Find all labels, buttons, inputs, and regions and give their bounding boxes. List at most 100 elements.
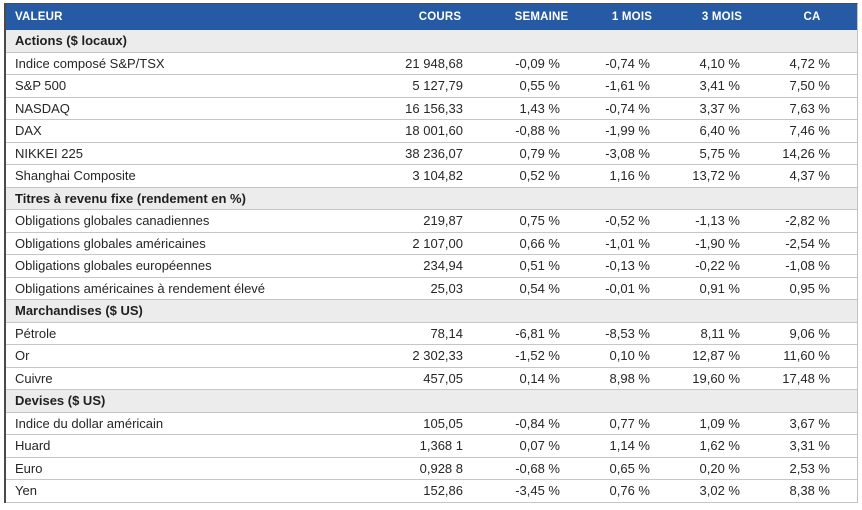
table-row: Or 2 302,33 -1,52 % 0,10 % 12,87 % 11,60 % xyxy=(6,345,857,368)
row-label: Euro xyxy=(15,460,43,476)
pct-1-mois: -0,74 % xyxy=(605,100,650,116)
pct-semaine: 0,66 % xyxy=(519,235,560,251)
pct-3-mois: 1,62 % xyxy=(699,438,740,454)
cours-value: 21 948,68 xyxy=(405,55,463,71)
cours-value: 219,87 xyxy=(423,213,463,229)
pct-1-mois: -0,01 % xyxy=(605,280,650,296)
cours-value: 25,03 xyxy=(430,280,463,296)
section-label: Titres à revenu fixe (rendement en %) xyxy=(15,190,246,206)
pct-3-mois: 3,41 % xyxy=(699,78,740,94)
pct-3-mois: 6,40 % xyxy=(699,123,740,139)
pct-semaine: -0,68 % xyxy=(515,460,560,476)
table-row: Huard 1,368 1 0,07 % 1,14 % 1,62 % 3,31 % xyxy=(6,435,857,458)
pct-3-mois: -0,22 % xyxy=(695,258,740,274)
section-label: Marchandises ($ US) xyxy=(15,303,143,319)
pct-1-mois: -1,61 % xyxy=(605,78,650,94)
section-label: Actions ($ locaux) xyxy=(15,33,127,49)
table-body: Actions ($ locaux) Indice composé S&P/TSX… xyxy=(6,30,857,503)
pct-3-mois: 13,72 % xyxy=(692,168,740,184)
pct-1-mois: -8,53 % xyxy=(605,325,650,341)
pct-1-mois: 8,98 % xyxy=(609,370,650,386)
section-header-row: Actions ($ locaux) xyxy=(6,30,857,53)
column-header-cours: COURS xyxy=(418,10,462,23)
pct-1-mois: -1,99 % xyxy=(605,123,650,139)
column-header-3-mois: 3 MOIS xyxy=(701,10,743,23)
cours-value: 2 107,00 xyxy=(412,235,463,251)
pct-3-mois: 8,11 % xyxy=(700,325,740,341)
pct-1-mois: 1,14 % xyxy=(609,438,650,454)
pct-3-mois: 3,02 % xyxy=(699,483,740,499)
cours-value: 234,94 xyxy=(423,258,463,274)
pct-3-mois: 0,91 % xyxy=(699,280,740,296)
pct-semaine: -1,52 % xyxy=(515,348,560,364)
table-row: Yen 152,86 -3,45 % 0,76 % 3,02 % 8,38 % xyxy=(6,480,857,503)
pct-1-mois: -0,13 % xyxy=(605,258,650,274)
pct-semaine: 0,14 % xyxy=(519,370,560,386)
pct-ca: 0,95 % xyxy=(789,280,830,296)
row-label: DAX xyxy=(15,123,42,139)
column-header-1-mois: 1 MOIS xyxy=(611,10,653,23)
pct-semaine: -0,88 % xyxy=(515,123,560,139)
cours-value: 38 236,07 xyxy=(405,145,463,161)
pct-1-mois: 1,16 % xyxy=(609,168,650,184)
pct-ca: 2,53 % xyxy=(789,460,830,476)
pct-1-mois: -1,01 % xyxy=(605,235,650,251)
pct-semaine: 1,43 % xyxy=(519,100,560,116)
pct-3-mois: -1,13 % xyxy=(695,213,740,229)
cours-value: 105,05 xyxy=(423,415,463,431)
cours-value: 18 001,60 xyxy=(405,123,463,139)
pct-1-mois: 0,65 % xyxy=(609,460,650,476)
table-row: Euro 0,928 8 -0,68 % 0,65 % 0,20 % 2,53 % xyxy=(6,457,857,480)
pct-semaine: 0,52 % xyxy=(519,168,560,184)
cours-value: 16 156,33 xyxy=(405,100,463,116)
pct-semaine: 0,79 % xyxy=(519,145,560,161)
table-row: Obligations globales canadiennes 219,87 0,… xyxy=(6,210,857,233)
table-row: Shanghai Composite 3 104,82 0,52 % 1,16 % 13… xyxy=(6,165,857,188)
cours-value: 0,928 8 xyxy=(419,460,463,476)
table-row: Cuivre 457,05 0,14 % 8,98 % 19,60 % 17,48 % xyxy=(6,367,857,390)
table-row: Pétrole 78,14 -6,81 % -8,53 % 8,11 % 9,06 % xyxy=(6,322,857,345)
row-label: Shanghai Composite xyxy=(15,168,136,184)
table-row: Obligations globales européennes 234,94 0,… xyxy=(6,255,857,278)
pct-3-mois: 12,87 % xyxy=(692,348,740,364)
row-label: NIKKEI 225 xyxy=(15,145,83,161)
pct-ca: -1,08 % xyxy=(785,258,830,274)
section-header-row: Devises ($ US) xyxy=(6,390,857,413)
row-label: Pétrole xyxy=(15,325,57,341)
pct-semaine: 0,75 % xyxy=(519,213,560,229)
cours-value: 152,86 xyxy=(423,483,463,499)
pct-1-mois: 0,10 % xyxy=(609,348,650,364)
pct-semaine: -6,81 % xyxy=(515,325,560,341)
row-label: Obligations américaines à rendement élev… xyxy=(15,280,266,296)
row-label: Indice du dollar américain xyxy=(15,415,164,431)
table-row: Obligations globales américaines 2 107,00… xyxy=(6,232,857,255)
market-table: VALEUR COURS SEMAINE 1 MOIS 3 MOIS CA Actions… xyxy=(4,3,858,503)
table-row: NIKKEI 225 38 236,07 0,79 % -3,08 % 5,75 % 14… xyxy=(6,142,857,165)
pct-ca: 3,31 % xyxy=(789,438,830,454)
row-label: Yen xyxy=(15,483,37,499)
pct-ca: 7,63 % xyxy=(789,100,830,116)
column-header-ca: CA xyxy=(803,10,821,23)
table-row: Obligations américaines à rendement élev… xyxy=(6,277,857,300)
pct-semaine: 0,07 % xyxy=(519,438,560,454)
pct-3-mois: 19,60 % xyxy=(692,370,740,386)
table-row: S&P 500 5 127,79 0,55 % -1,61 % 3,41 % 7,50 % xyxy=(6,75,857,98)
section-header-row: Marchandises ($ US) xyxy=(6,300,857,323)
pct-ca: 4,37 % xyxy=(789,168,830,184)
section-label: Devises ($ US) xyxy=(15,393,106,409)
cours-value: 2 302,33 xyxy=(412,348,463,364)
pct-semaine: -0,84 % xyxy=(515,415,560,431)
pct-3-mois: 3,37 % xyxy=(699,100,740,116)
row-label: Obligations globales américaines xyxy=(15,235,206,251)
row-label: Huard xyxy=(15,438,51,454)
pct-semaine: -3,45 % xyxy=(515,483,560,499)
market-summary-page: VALEUR COURS SEMAINE 1 MOIS 3 MOIS CA Actions… xyxy=(0,3,862,503)
row-label: NASDAQ xyxy=(15,100,70,116)
cours-value: 3 104,82 xyxy=(412,168,463,184)
table-row: DAX 18 001,60 -0,88 % -1,99 % 6,40 % 7,46 % xyxy=(6,120,857,143)
section-header-row: Titres à revenu fixe (rendement en %) xyxy=(6,187,857,210)
pct-1-mois: -0,52 % xyxy=(605,213,650,229)
pct-semaine: 0,55 % xyxy=(519,78,560,94)
pct-ca: 3,67 % xyxy=(789,415,830,431)
pct-ca: 11,60 % xyxy=(783,348,830,364)
